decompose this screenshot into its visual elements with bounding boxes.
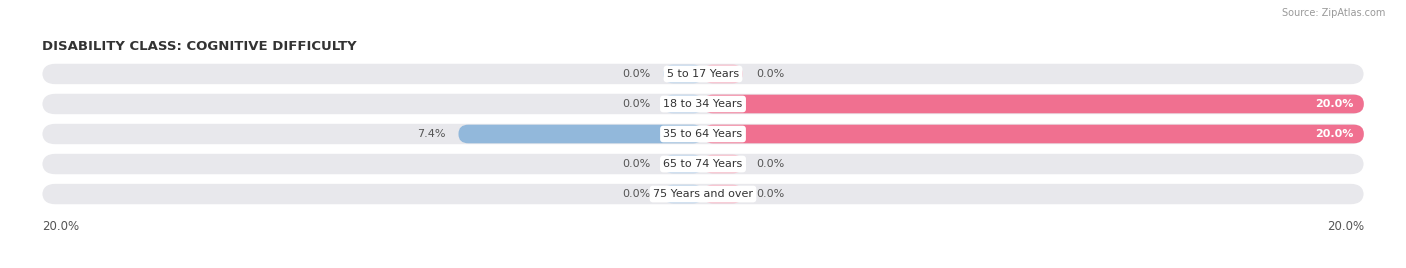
Text: 20.0%: 20.0% — [1316, 99, 1354, 109]
Text: 0.0%: 0.0% — [756, 189, 785, 199]
Text: DISABILITY CLASS: COGNITIVE DIFFICULTY: DISABILITY CLASS: COGNITIVE DIFFICULTY — [42, 40, 357, 53]
FancyBboxPatch shape — [42, 184, 1364, 204]
Text: 20.0%: 20.0% — [1327, 219, 1364, 233]
FancyBboxPatch shape — [703, 185, 742, 203]
Text: 7.4%: 7.4% — [416, 129, 446, 139]
Text: 75 Years and over: 75 Years and over — [652, 189, 754, 199]
FancyBboxPatch shape — [703, 65, 742, 83]
Text: 65 to 74 Years: 65 to 74 Years — [664, 159, 742, 169]
FancyBboxPatch shape — [664, 65, 703, 83]
Text: 18 to 34 Years: 18 to 34 Years — [664, 99, 742, 109]
FancyBboxPatch shape — [42, 64, 1364, 84]
Text: 0.0%: 0.0% — [621, 159, 650, 169]
Text: 0.0%: 0.0% — [756, 69, 785, 79]
FancyBboxPatch shape — [664, 95, 703, 113]
Text: 20.0%: 20.0% — [42, 219, 79, 233]
Text: 0.0%: 0.0% — [621, 189, 650, 199]
FancyBboxPatch shape — [42, 124, 1364, 144]
FancyBboxPatch shape — [664, 185, 703, 203]
FancyBboxPatch shape — [664, 155, 703, 173]
Text: 20.0%: 20.0% — [1316, 129, 1354, 139]
Text: 5 to 17 Years: 5 to 17 Years — [666, 69, 740, 79]
Text: 0.0%: 0.0% — [621, 99, 650, 109]
Text: 0.0%: 0.0% — [756, 159, 785, 169]
Text: Source: ZipAtlas.com: Source: ZipAtlas.com — [1281, 8, 1385, 18]
Text: 0.0%: 0.0% — [621, 69, 650, 79]
FancyBboxPatch shape — [42, 94, 1364, 114]
FancyBboxPatch shape — [42, 154, 1364, 174]
FancyBboxPatch shape — [703, 95, 1364, 113]
FancyBboxPatch shape — [703, 125, 1364, 143]
FancyBboxPatch shape — [458, 125, 703, 143]
Text: 35 to 64 Years: 35 to 64 Years — [664, 129, 742, 139]
FancyBboxPatch shape — [703, 155, 742, 173]
